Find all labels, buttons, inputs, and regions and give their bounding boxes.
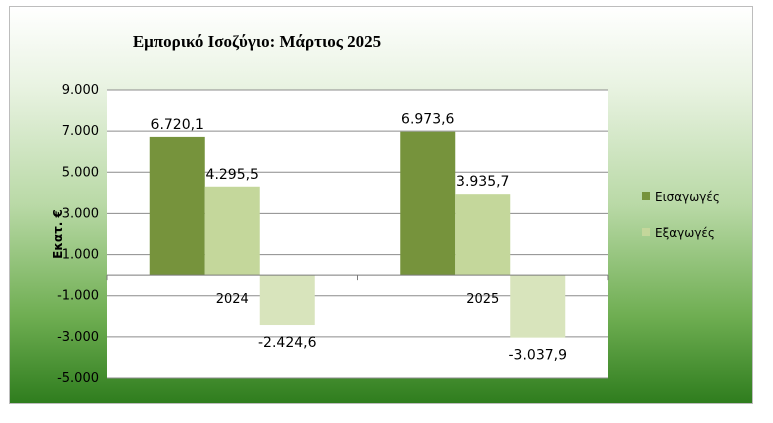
bar — [510, 275, 566, 338]
x-category-label: 2024 — [216, 292, 249, 307]
y-tick-label: -5.000 — [57, 371, 99, 386]
data-label: 4.295,5 — [206, 167, 259, 183]
x-axis-categories: 2024 2025 — [216, 292, 500, 307]
y-axis-label: Εκατ. € — [51, 209, 65, 259]
chart-title: Εμπορικό Ισοζύγιο: Μάρτιος 2025 — [133, 32, 381, 51]
legend-swatch — [642, 192, 650, 200]
y-tick-label: -3.000 — [57, 330, 99, 345]
bar — [149, 136, 205, 276]
data-label: 6.973,6 — [401, 112, 455, 128]
y-tick-label: 5.000 — [62, 165, 99, 180]
bar — [455, 194, 511, 276]
data-label: -2.424,6 — [258, 335, 317, 351]
x-category-label: 2025 — [466, 292, 499, 307]
data-label: 3.935,7 — [456, 174, 509, 190]
data-label: -3.037,9 — [509, 348, 568, 364]
y-tick-label: 7.000 — [62, 124, 99, 139]
bar — [259, 275, 315, 326]
bar — [204, 186, 260, 276]
data-labels: 6.720,1 6.973,6 4.295,5 3.935,7 -2.424,6 -3.0… — [151, 112, 567, 364]
y-tick-label: 9.000 — [62, 83, 99, 98]
legend-label: Εξαγωγές — [655, 226, 715, 240]
y-tick-label: 3.000 — [62, 206, 99, 221]
zero-axis — [106, 274, 609, 281]
bar — [400, 131, 456, 276]
y-axis-ticks: 9.000 7.000 5.000 3.000 1.000 -1.000 -3.000 -5.… — [57, 83, 99, 386]
bar-chart: Εμπορικό Ισοζύγιο: Μάρτιος 2025 9.000 7.0… — [51, 32, 720, 386]
legend-swatch — [642, 228, 650, 236]
chart-area: Εμπορικό Ισοζύγιο: Μάρτιος 2025 9.000 7.0… — [9, 6, 753, 404]
legend: Εισαγωγές Εξαγωγές — [642, 190, 720, 240]
y-tick-label: -1.000 — [57, 289, 99, 304]
data-label: 6.720,1 — [151, 117, 204, 133]
legend-label: Εισαγωγές — [655, 190, 720, 204]
bars — [149, 131, 566, 338]
y-tick-label: 1.000 — [62, 248, 99, 263]
